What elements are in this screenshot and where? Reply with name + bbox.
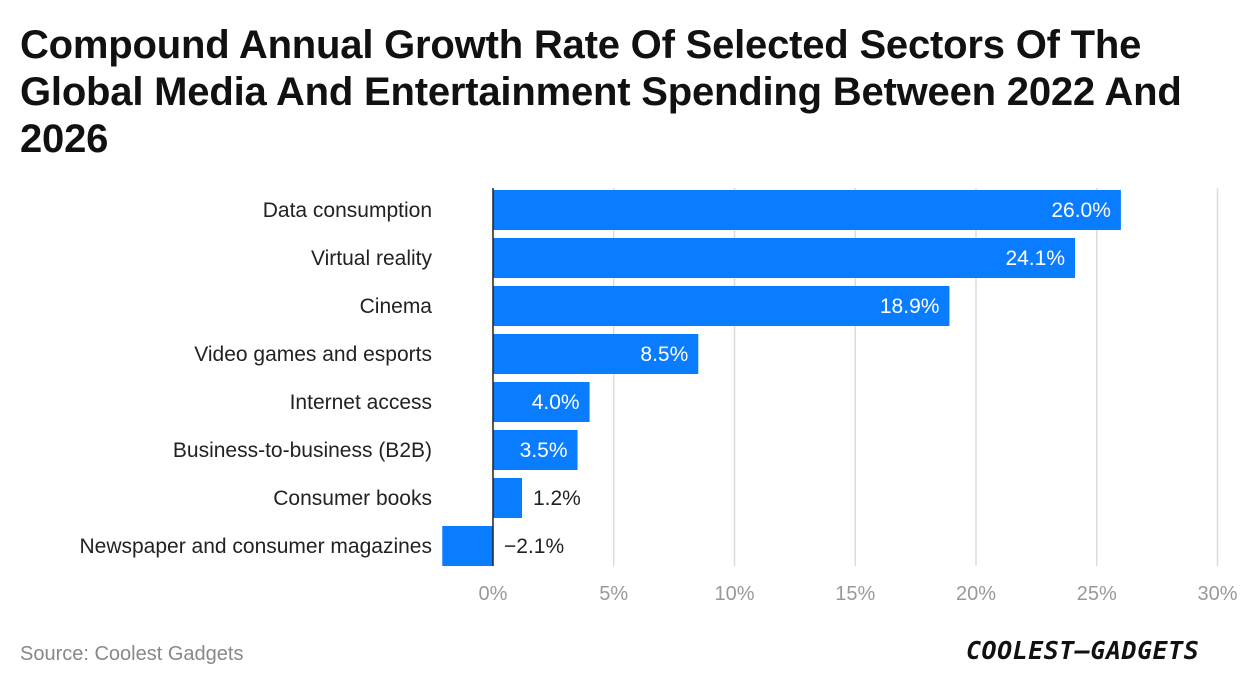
- bar: [493, 334, 699, 374]
- category-label: Internet access: [290, 391, 432, 414]
- x-tick-label: 10%: [714, 583, 754, 605]
- data-label: 8.5%: [640, 343, 688, 366]
- source-note: Source: Coolest Gadgets: [20, 643, 244, 665]
- x-tick-label: 0%: [479, 583, 508, 605]
- bar: [493, 190, 1121, 230]
- coolest-gadgets-logo: COOLEST–GADGETS: [966, 636, 1200, 665]
- data-label: 1.2%: [533, 487, 581, 510]
- bar: [493, 382, 590, 422]
- x-tick-label: 15%: [835, 583, 875, 605]
- bar: [493, 286, 950, 326]
- data-label: 24.1%: [1005, 247, 1065, 270]
- category-labels: Data consumption Virtual reality Cinema Vid…: [79, 199, 432, 558]
- category-label: Virtual reality: [311, 247, 432, 270]
- x-tick-label: 30%: [1197, 583, 1237, 605]
- data-label: 26.0%: [1051, 199, 1111, 222]
- x-tick-label: 25%: [1077, 583, 1117, 605]
- category-label: Newspaper and consumer magazines: [79, 535, 432, 558]
- category-label: Consumer books: [273, 487, 432, 510]
- bar: [493, 478, 522, 518]
- category-label: Data consumption: [263, 199, 432, 222]
- category-label: Video games and esports: [194, 343, 432, 366]
- x-tick-label: 20%: [956, 583, 996, 605]
- bar: [493, 238, 1076, 278]
- data-label: −2.1%: [504, 535, 564, 558]
- bar: [442, 526, 493, 566]
- bars: [442, 190, 1121, 566]
- data-label: 18.9%: [880, 295, 940, 318]
- x-tick-label: 5%: [599, 583, 628, 605]
- category-label: Business-to-business (B2B): [173, 439, 432, 462]
- bar: [493, 430, 578, 470]
- data-label: 4.0%: [532, 391, 580, 414]
- data-labels: 26.0% 24.1% 18.9% 8.5% 4.0% 3.5% 1.2% −2.1%: [504, 199, 1111, 558]
- data-label: 3.5%: [520, 439, 568, 462]
- x-axis-tick-labels: 0% 5% 10% 15% 20% 25% 30%: [479, 583, 1238, 605]
- category-label: Cinema: [360, 295, 433, 318]
- chart-title: Compound Annual Growth Rate Of Selected …: [20, 23, 1182, 161]
